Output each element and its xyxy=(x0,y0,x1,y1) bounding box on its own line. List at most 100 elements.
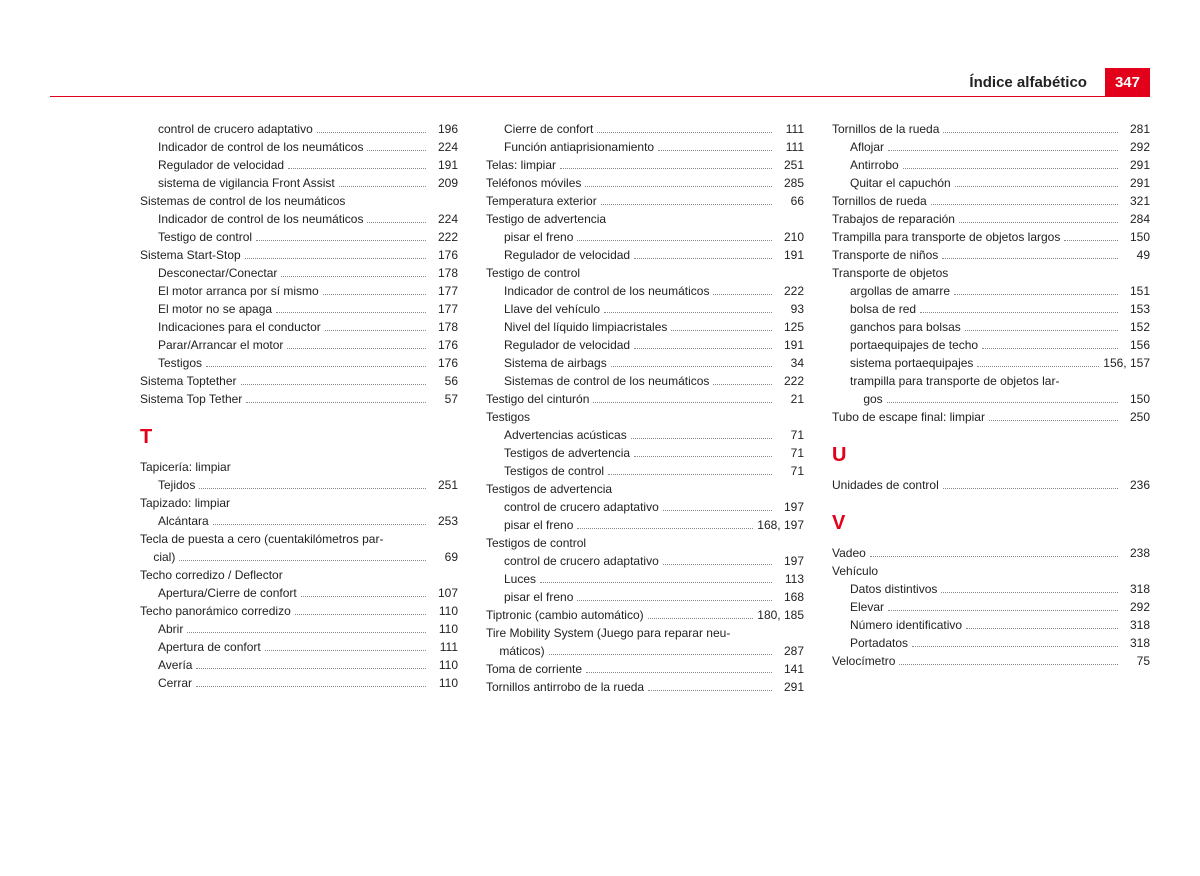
index-page: 150 xyxy=(1122,390,1150,408)
index-entry: Telas: limpiar251 xyxy=(486,156,804,174)
index-page: 93 xyxy=(776,300,804,318)
index-page: 292 xyxy=(1122,598,1150,616)
leader-dots xyxy=(943,132,1118,133)
leader-dots xyxy=(288,168,426,169)
index-page: 321 xyxy=(1122,192,1150,210)
index-label: Parar/Arrancar el motor xyxy=(158,336,283,354)
leader-dots xyxy=(199,488,426,489)
leader-dots xyxy=(634,348,772,349)
index-entry: sistema portaequipajes156, 157 xyxy=(832,354,1150,372)
index-entry: Número identificativo318 xyxy=(832,616,1150,634)
index-entry: Sistema Start-Stop176 xyxy=(140,246,458,264)
leader-dots xyxy=(920,312,1118,313)
index-page: 21 xyxy=(776,390,804,408)
index-label: Función antiaprisionamiento xyxy=(504,138,654,156)
index-page: 238 xyxy=(1122,544,1150,562)
index-page: 156, 157 xyxy=(1103,354,1150,372)
leader-dots xyxy=(954,294,1118,295)
index-entry: Aflojar292 xyxy=(832,138,1150,156)
index-label: Testigos de control xyxy=(504,462,604,480)
header-title: Índice alfabético xyxy=(969,74,1087,91)
index-entry: Advertencias acústicas 71 xyxy=(486,426,804,444)
index-page: 150 xyxy=(1122,228,1150,246)
index-label: Apertura de confort xyxy=(158,638,261,656)
index-label: Indicador de control de los neumáticos xyxy=(504,282,709,300)
leader-dots xyxy=(982,348,1118,349)
index-label: Indicador de control de los neumáticos xyxy=(158,210,363,228)
leader-dots xyxy=(888,150,1118,151)
index-entry: Función antiaprisionamiento111 xyxy=(486,138,804,156)
index-label: Tornillos antirrobo de la rueda xyxy=(486,678,644,696)
leader-dots xyxy=(989,420,1118,421)
page-header: Índice alfabético 347 xyxy=(969,68,1150,97)
index-label: Teléfonos móviles xyxy=(486,174,581,192)
index-column-3: Tornillos de la rueda281Aflojar292Antirr… xyxy=(832,120,1150,696)
leader-dots xyxy=(942,258,1118,259)
index-page: 318 xyxy=(1122,616,1150,634)
index-label: Sistema Top Tether xyxy=(140,390,242,408)
index-page: 191 xyxy=(430,156,458,174)
index-page: 196 xyxy=(430,120,458,138)
index-page: 71 xyxy=(776,462,804,480)
leader-dots xyxy=(634,258,772,259)
index-label: Regulador de velocidad xyxy=(158,156,284,174)
leader-dots xyxy=(608,474,772,475)
index-label: Tecla de puesta a cero (cuentakilómetros… xyxy=(140,530,383,548)
index-column-2: Cierre de confort111Función antiaprision… xyxy=(486,120,804,696)
index-label: Sistema Toptether xyxy=(140,372,237,390)
index-entry: Sistema de airbags34 xyxy=(486,354,804,372)
leader-dots xyxy=(301,596,426,597)
index-entry: pisar el freno210 xyxy=(486,228,804,246)
index-label: argollas de amarre xyxy=(850,282,950,300)
index-page: 71 xyxy=(776,426,804,444)
leader-dots xyxy=(713,294,772,295)
index-label: Unidades de control xyxy=(832,476,939,494)
index-page: 75 xyxy=(1122,652,1150,670)
index-page: 34 xyxy=(776,354,804,372)
index-heading: Vehículo xyxy=(832,562,1150,580)
index-page: 236 xyxy=(1122,476,1150,494)
leader-dots xyxy=(965,330,1118,331)
index-label: Tubo de escape final: limpiar xyxy=(832,408,985,426)
index-heading: Testigo de control xyxy=(486,264,804,282)
index-page: 209 xyxy=(430,174,458,192)
index-label: Desconectar/Conectar xyxy=(158,264,277,282)
index-page: 210 xyxy=(776,228,804,246)
index-page: 113 xyxy=(776,570,804,588)
index-page: 66 xyxy=(776,192,804,210)
index-heading: Testigos xyxy=(486,408,804,426)
index-label: Sistema Start-Stop xyxy=(140,246,241,264)
index-label: Trabajos de reparación xyxy=(832,210,955,228)
index-label: Tiptronic (cambio automático) xyxy=(486,606,644,624)
index-label: ganchos para bolsas xyxy=(850,318,961,336)
index-page: 250 xyxy=(1122,408,1150,426)
index-label: Tornillos de la rueda xyxy=(832,120,939,138)
index-entry: Tiptronic (cambio automático)180, 185 xyxy=(486,606,804,624)
index-label: pisar el freno xyxy=(504,588,573,606)
index-label: Nivel del líquido limpiacristales xyxy=(504,318,667,336)
leader-dots xyxy=(323,294,426,295)
leader-dots xyxy=(281,276,426,277)
index-page: 222 xyxy=(776,282,804,300)
leader-dots xyxy=(325,330,426,331)
leader-dots xyxy=(888,610,1118,611)
index-label: control de crucero adaptativo xyxy=(504,498,659,516)
index-label: Advertencias acústicas xyxy=(504,426,627,444)
index-page: 71 xyxy=(776,444,804,462)
index-entry: Techo panorámico corredizo110 xyxy=(140,602,458,620)
index-page: 110 xyxy=(430,656,458,674)
leader-dots xyxy=(648,618,754,619)
index-entry: Tecla de puesta a cero (cuentakilómetros… xyxy=(140,530,458,548)
index-page: 191 xyxy=(776,246,804,264)
leader-dots xyxy=(713,384,772,385)
index-page: 110 xyxy=(430,620,458,638)
leader-dots xyxy=(955,186,1118,187)
leader-dots xyxy=(941,592,1118,593)
index-label: cial) xyxy=(140,548,175,566)
index-label: Testigos de advertencia xyxy=(504,444,630,462)
index-page: 151 xyxy=(1122,282,1150,300)
index-heading: Tapicería: limpiar xyxy=(140,458,458,476)
index-entry: trampilla para transporte de objetos lar… xyxy=(832,372,1150,390)
index-entry: Apertura/Cierre de confort107 xyxy=(140,584,458,602)
index-entry: Vadeo238 xyxy=(832,544,1150,562)
